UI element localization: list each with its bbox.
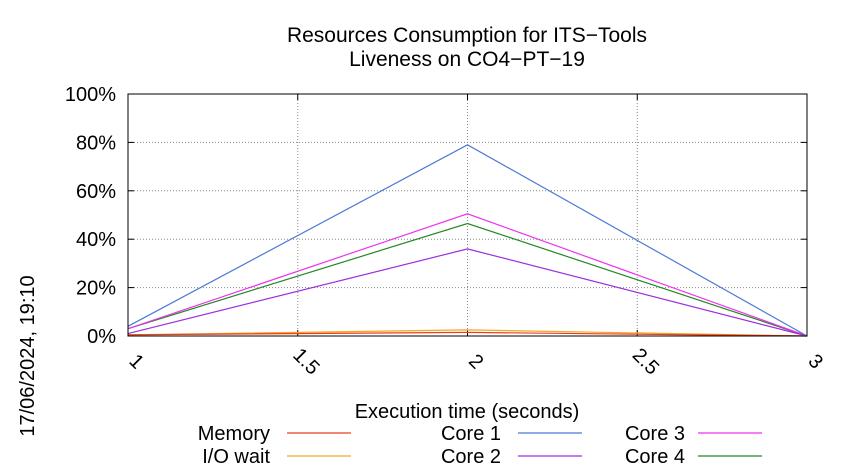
legend-label-core-3: Core 3	[625, 423, 685, 445]
date-stamp: 17/06/2024, 19:10	[17, 275, 39, 436]
x-tick-label: 1.5	[288, 344, 323, 379]
plot-frame	[127, 93, 808, 337]
y-tick-labels: 0% 20% 40% 60% 80% 100%	[65, 84, 116, 348]
series-line-core-3	[127, 213, 808, 337]
y-tick-label: 20%	[76, 278, 116, 300]
series-line-core-2	[127, 248, 808, 337]
series-lines	[127, 144, 808, 337]
chart-subtitle: Liveness on CO4−PT−19	[349, 48, 585, 71]
y-tick-label: 80%	[76, 132, 116, 154]
y-tick-label: 0%	[87, 326, 116, 348]
y-tick-label: 40%	[76, 229, 116, 251]
series-line-i-o-wait	[127, 329, 808, 337]
x-tick-labels: 1 1.5 2 2.5 3	[125, 344, 827, 379]
series-line-memory	[127, 331, 808, 337]
legend-label-memory: Memory	[198, 423, 270, 445]
x-tick-label: 3	[804, 350, 827, 373]
y-tick-label: 100%	[65, 84, 116, 106]
x-tick-label: 1	[125, 350, 148, 373]
legend-label-i-o-wait: I/O wait	[202, 446, 270, 468]
x-tick-label: 2.5	[628, 344, 663, 379]
chart-title: Resources Consumption for ITS−Tools	[287, 24, 647, 47]
legend-label-core-2: Core 2	[441, 446, 501, 468]
legend-label-core-1: Core 1	[441, 423, 501, 445]
y-tick-label: 60%	[76, 181, 116, 203]
series-line-core-1	[127, 144, 808, 337]
legend-label-core-4: Core 4	[625, 446, 685, 468]
x-tick-label: 2	[464, 350, 487, 373]
series-line-core-4	[127, 222, 808, 337]
x-axis-label: Execution time (seconds)	[355, 401, 580, 423]
